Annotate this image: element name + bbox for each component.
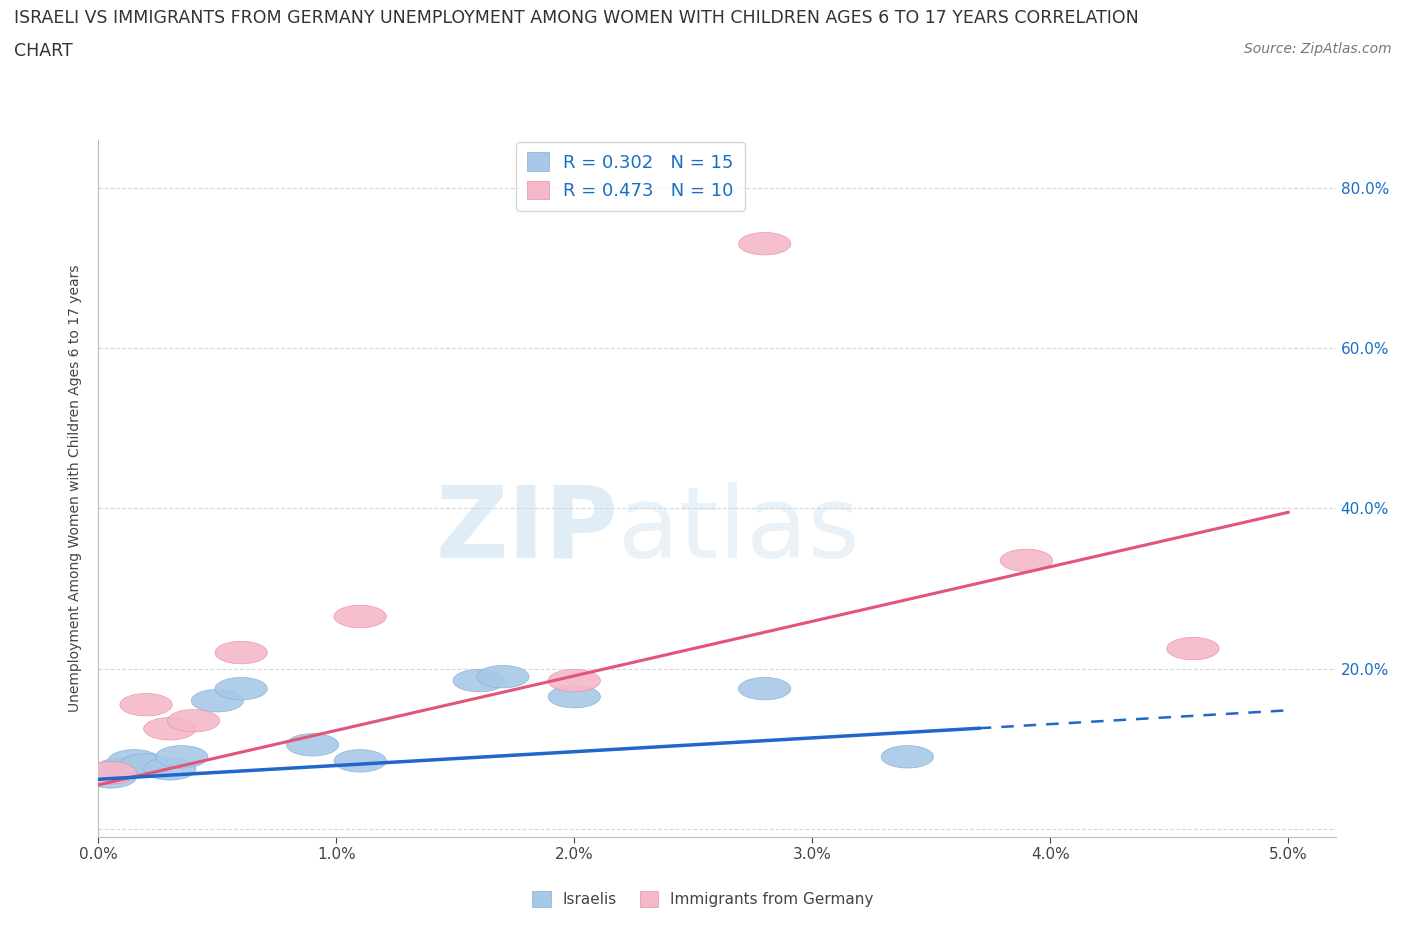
Ellipse shape xyxy=(96,758,149,780)
Ellipse shape xyxy=(738,232,790,255)
Ellipse shape xyxy=(167,710,219,732)
Ellipse shape xyxy=(215,642,267,664)
Ellipse shape xyxy=(143,718,195,740)
Ellipse shape xyxy=(120,694,172,716)
Ellipse shape xyxy=(1167,637,1219,659)
Ellipse shape xyxy=(882,746,934,768)
Ellipse shape xyxy=(84,765,136,788)
Ellipse shape xyxy=(1000,550,1053,572)
Ellipse shape xyxy=(548,685,600,708)
Ellipse shape xyxy=(335,750,387,772)
Ellipse shape xyxy=(477,666,529,688)
Ellipse shape xyxy=(287,734,339,756)
Ellipse shape xyxy=(84,762,136,784)
Ellipse shape xyxy=(738,677,790,700)
Ellipse shape xyxy=(548,670,600,692)
Legend: Israelis, Immigrants from Germany: Israelis, Immigrants from Germany xyxy=(526,884,880,913)
Text: ISRAELI VS IMMIGRANTS FROM GERMANY UNEMPLOYMENT AMONG WOMEN WITH CHILDREN AGES 6: ISRAELI VS IMMIGRANTS FROM GERMANY UNEMP… xyxy=(14,9,1139,27)
Legend: R = 0.302   N = 15, R = 0.473   N = 10: R = 0.302 N = 15, R = 0.473 N = 10 xyxy=(516,141,745,211)
Ellipse shape xyxy=(108,750,160,772)
Ellipse shape xyxy=(156,746,208,768)
Ellipse shape xyxy=(191,689,243,712)
Ellipse shape xyxy=(143,758,195,780)
Text: atlas: atlas xyxy=(619,482,859,578)
Ellipse shape xyxy=(453,670,505,692)
Ellipse shape xyxy=(335,605,387,628)
Text: CHART: CHART xyxy=(14,42,73,60)
Ellipse shape xyxy=(120,753,172,776)
Y-axis label: Unemployment Among Women with Children Ages 6 to 17 years: Unemployment Among Women with Children A… xyxy=(69,264,83,712)
Ellipse shape xyxy=(215,677,267,700)
Text: ZIP: ZIP xyxy=(436,482,619,578)
Text: Source: ZipAtlas.com: Source: ZipAtlas.com xyxy=(1244,42,1392,56)
